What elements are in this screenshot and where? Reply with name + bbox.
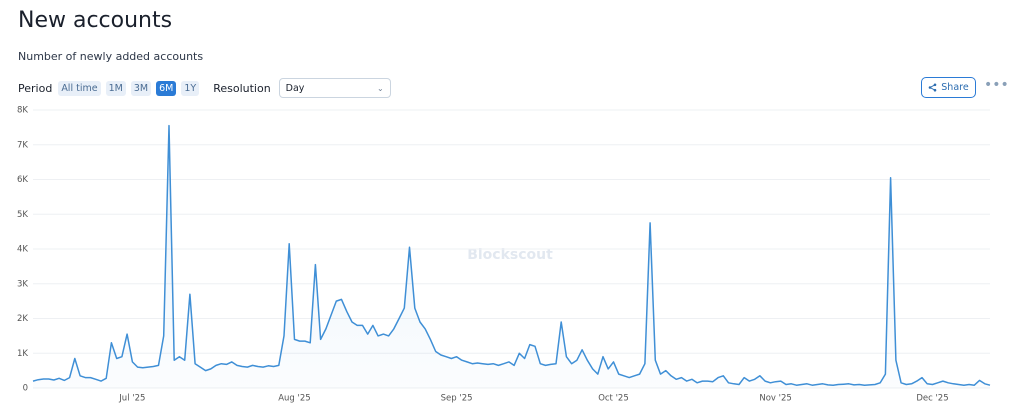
x-tick-label: Oct '25 (598, 394, 629, 404)
y-tick-label: 5K (17, 210, 28, 220)
share-icon (928, 83, 937, 92)
resolution-select[interactable]: Day ⌄ (278, 78, 391, 98)
x-tick-label: Dec '25 (916, 394, 948, 404)
period-button[interactable]: 6M (156, 80, 177, 96)
y-tick-label: 1K (17, 349, 28, 359)
period-label: Period (18, 81, 53, 95)
period-button[interactable]: 1M (105, 80, 126, 96)
period-button[interactable]: 3M (130, 80, 152, 96)
y-tick-label: 7K (17, 140, 28, 150)
y-tick-label: 4K (17, 245, 28, 255)
more-menu[interactable]: ••• (984, 77, 1009, 93)
share-button[interactable]: Share (921, 77, 976, 98)
resolution-label: Resolution (213, 81, 271, 95)
y-tick-label: 0 (23, 384, 28, 394)
x-tick-label: Nov '25 (759, 394, 791, 404)
y-tick-label: 8K (17, 106, 28, 116)
share-label: Share (941, 82, 969, 93)
x-tick-label: Sep '25 (441, 394, 473, 404)
line (32, 124, 991, 386)
period-button[interactable]: All time (58, 80, 101, 96)
subtitle: Number of newly added accounts (18, 50, 204, 63)
watermark: Blockscout (467, 247, 553, 263)
x-tick-label: Jul '25 (118, 394, 145, 404)
y-tick-label: 6K (17, 175, 28, 185)
y-tick-label: 2K (17, 314, 28, 324)
period-buttons: All time 1M 3M 6M 1Y (58, 80, 200, 96)
controls: Period All time 1M 3M 6M 1Y Resolution Day ⌄ (18, 78, 391, 98)
page-title: New accounts (18, 8, 173, 33)
period-button[interactable]: 1Y (181, 80, 200, 96)
chevron: ⌄ (376, 83, 384, 93)
resolution-value: Day (285, 82, 305, 94)
y-tick-label: 3K (17, 279, 28, 289)
x-tick-label: Aug '25 (278, 394, 310, 404)
area (33, 125, 990, 388)
